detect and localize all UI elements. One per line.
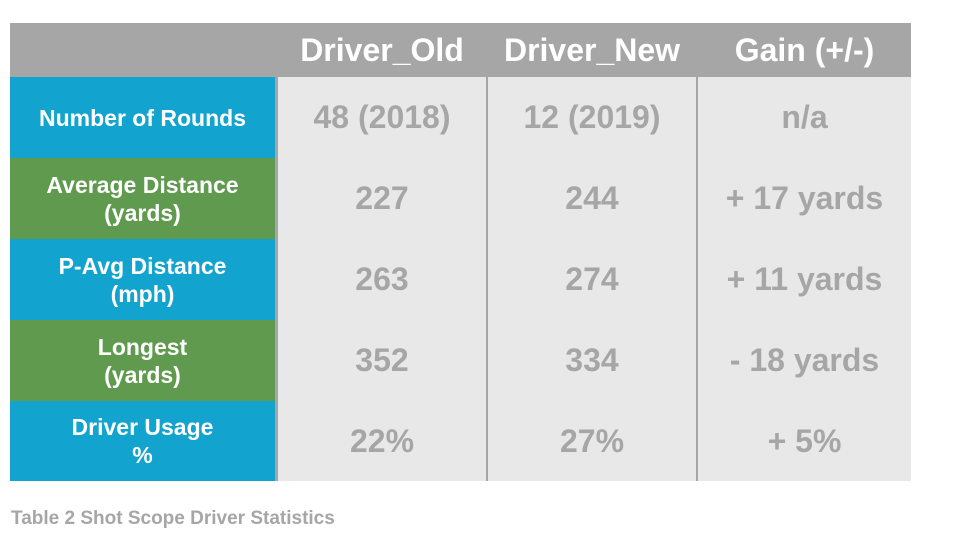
row-label-line: Average Distance [46, 171, 239, 198]
table-cell: 227 [355, 180, 409, 216]
row-label-line: Number of Rounds [39, 104, 246, 131]
row-label-longest: Longest (yards) [10, 320, 275, 401]
table-cell: 27% [559, 423, 625, 459]
table-cell: 12 (2019) [523, 99, 661, 135]
table-cell: 334 [565, 342, 619, 378]
row-label-unit: (mph) [110, 280, 175, 307]
row-label-unit: (yards) [104, 361, 181, 388]
table-cell: + 11 yards [726, 261, 883, 297]
column-divider [486, 77, 488, 481]
header-gain: Gain (+/-) [734, 32, 875, 68]
row-label-number-of-rounds: Number of Rounds [10, 77, 275, 158]
header-driver-new: Driver_New [503, 32, 681, 68]
row-label-driver-usage: Driver Usage % [10, 401, 275, 481]
row-label-p-avg-distance: P-Avg Distance (mph) [10, 239, 275, 320]
table-cell: 48 (2018) [313, 99, 451, 135]
table-cell: 274 [565, 261, 619, 297]
table-cell: 244 [565, 180, 619, 216]
row-label-unit: % [132, 442, 153, 468]
table-header-row: Driver_Old Driver_New Gain (+/-) [10, 23, 911, 77]
table-cell: 22% [349, 423, 415, 459]
table-caption: Table 2 Shot Scope Driver Statistics [11, 508, 335, 529]
driver-statistics-table: Driver_Old Driver_New Gain (+/-) Number … [10, 23, 911, 481]
table-cell: 352 [355, 342, 409, 378]
column-divider [696, 77, 698, 481]
table-cell: - 18 yards [729, 342, 880, 378]
row-label-line: Driver Usage [71, 414, 214, 440]
row-label-unit: (yards) [104, 199, 181, 226]
header-driver-old: Driver_Old [300, 32, 464, 68]
row-label-line: Longest [97, 333, 188, 360]
table-cell: + 5% [767, 423, 842, 459]
row-label-line: P-Avg Distance [58, 252, 227, 279]
label-column-divider [275, 77, 278, 481]
table-cell: 263 [355, 261, 409, 297]
table-cell: + 17 yards [725, 180, 884, 216]
row-label-average-distance: Average Distance (yards) [10, 158, 275, 239]
table-cell: n/a [781, 99, 828, 135]
